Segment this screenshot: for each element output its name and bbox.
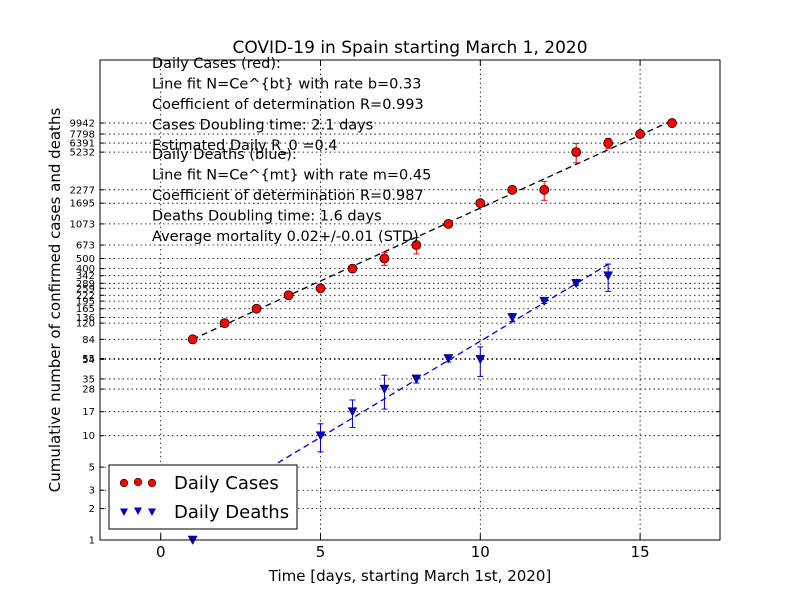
- case-point: [251, 303, 262, 314]
- y-tick-label: 136: [76, 313, 95, 324]
- chart-title: COVID-19 in Spain starting March 1, 2020: [232, 38, 587, 58]
- y-tick-label: 10: [82, 431, 95, 442]
- cases-annotation-line: Line fit N=Ce^{bt} with rate b=0.33: [152, 77, 421, 93]
- y-tick-label: 1695: [70, 199, 95, 210]
- case-point: [219, 318, 230, 329]
- y-tick-label: 54: [82, 355, 95, 366]
- y-tick-label: 1073: [70, 219, 95, 230]
- fit-line: [192, 119, 673, 340]
- y-tick-label: 35: [82, 374, 95, 385]
- death-point: [347, 407, 358, 417]
- case-point: [539, 184, 550, 195]
- case-point: [347, 263, 358, 274]
- deaths-annotation-line: Line fit N=Ce^{mt} with rate m=0.45: [152, 168, 431, 184]
- case-point: [443, 219, 454, 229]
- y-tick-label: 673: [76, 241, 95, 252]
- fit-lines: [192, 119, 673, 469]
- y-tick-label: 2277: [70, 185, 95, 196]
- x-tick-label: 10: [471, 543, 490, 561]
- case-point: [603, 138, 614, 148]
- plot-frame: [99, 59, 721, 541]
- deaths-annotation-line: Average mortality 0.02+/-0.01 (STD): [152, 229, 419, 245]
- cases-annotation-line: Estimated Daily R_0 =0.4: [152, 138, 338, 154]
- y-tick-label: 289: [76, 279, 95, 290]
- fit-line: [269, 263, 609, 469]
- data-markers: [187, 118, 677, 546]
- y-tick-label: 84: [82, 335, 95, 346]
- x-tick-label: 15: [631, 543, 650, 561]
- x-tick-label: 0: [156, 543, 166, 561]
- deaths-annotation-line: Daily Deaths (blue):: [152, 147, 297, 163]
- x-axis-label: Time [days, starting March 1st, 2020]: [268, 567, 551, 585]
- y-tick-label: 342: [76, 271, 95, 282]
- case-point: [283, 290, 294, 301]
- case-point: [187, 334, 198, 345]
- death-point: [411, 374, 422, 384]
- death-point: [379, 384, 390, 395]
- death-point: [443, 354, 454, 364]
- death-point: [539, 296, 550, 307]
- x-tick-label: 5: [316, 543, 326, 561]
- annotations: Daily Cases (red): Line fit N=Ce^{bt} wit…: [152, 56, 431, 245]
- case-point: [667, 118, 677, 128]
- legend-case-marker: [119, 478, 129, 488]
- legend-death-marker: [134, 507, 142, 515]
- grid: [100, 60, 720, 541]
- legend-death-marker: [120, 508, 128, 516]
- y-tick-label: 222: [76, 291, 95, 302]
- y-tick-label: 55: [82, 354, 95, 365]
- y-axis-label: Cumulative number of confirmed cases and…: [46, 108, 64, 493]
- y-tick-label: 500: [76, 254, 95, 265]
- cases-annotation-line: Daily Cases (red):: [152, 56, 281, 72]
- y-tick-label: 7798: [70, 130, 95, 141]
- legend-label: Daily Deaths: [174, 502, 289, 523]
- death-point: [475, 355, 486, 365]
- case-point: [507, 184, 518, 195]
- case-point: [635, 129, 646, 139]
- y-tick-label: 17: [82, 407, 95, 418]
- y-tick-label: 2: [89, 504, 95, 515]
- y-tick-label: 5232: [70, 148, 95, 159]
- case-point: [379, 253, 390, 264]
- case-point: [475, 198, 486, 209]
- legend-label: Daily Cases: [174, 473, 279, 494]
- cases-annotation-line: Coefficient of determination R=0.993: [152, 97, 424, 113]
- death-point: [315, 431, 326, 441]
- deaths-annotation-line: Deaths Doubling time: 1.6 days: [152, 209, 382, 225]
- y-tick-label: 6391: [70, 139, 95, 150]
- y-tick-label: 3: [89, 486, 95, 497]
- death-point: [507, 313, 518, 323]
- y-tick-label: 400: [76, 264, 95, 275]
- legend: Daily Cases Daily Deaths: [108, 464, 298, 530]
- legend-case-marker: [147, 478, 157, 488]
- cases-annotation-line: Cases Doubling time: 2.1 days: [152, 118, 373, 134]
- y-tick-label: 195: [76, 297, 95, 308]
- y-tick-label: 120: [76, 319, 95, 330]
- legend-death-marker: [148, 508, 156, 516]
- y-tick-label: 259: [76, 284, 95, 295]
- death-point: [571, 279, 582, 289]
- case-point: [411, 240, 422, 250]
- legend-case-marker: [133, 477, 143, 487]
- legend-box: [108, 464, 298, 530]
- y-tick-label: 9942: [70, 119, 95, 130]
- axis-ticks: 0 5 10 151235101728355455841201361651952222…: [70, 60, 720, 561]
- death-point: [603, 271, 614, 281]
- y-tick-label: 165: [76, 304, 95, 315]
- y-tick-label: 1: [89, 536, 95, 547]
- case-point: [571, 147, 582, 158]
- case-point: [315, 283, 326, 294]
- y-tick-label: 28: [82, 385, 95, 396]
- y-tick-label: 5: [89, 463, 95, 474]
- deaths-annotation-line: Coefficient of determination R=0.987: [152, 188, 424, 204]
